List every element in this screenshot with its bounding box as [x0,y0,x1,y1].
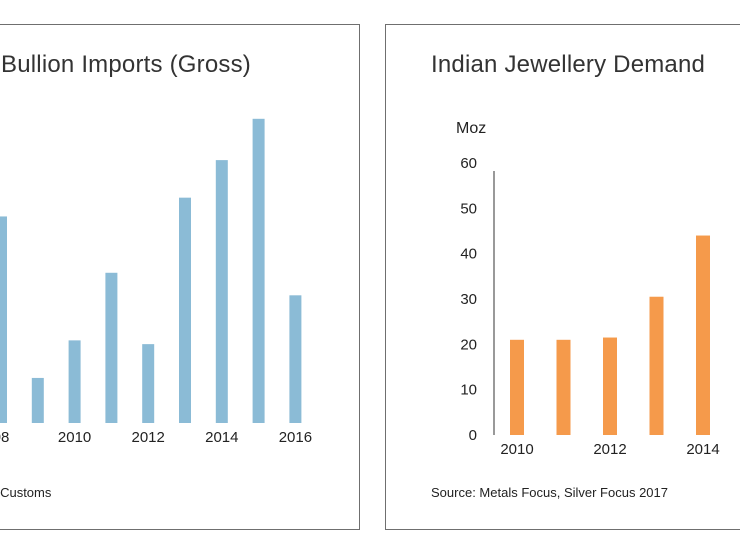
y-tick-label: 30 [460,291,477,308]
jewellery-demand-source: Source: Metals Focus, Silver Focus 2017 [431,485,668,500]
y-tick-label: 60 [460,155,477,172]
bar-2013 [179,197,191,423]
y-tick-label: 50 [460,200,477,217]
bar-2014 [215,160,228,423]
jewellery-demand-panel: Indian Jewellery Demand Moz 0 10 20 30 40 50 60… [385,24,740,530]
bar-2011 [556,339,571,435]
jewellery-demand-chart: Moz 0 10 20 30 40 50 60 2010 2012 2014 [456,120,720,458]
x-tick-label: 08 [0,429,9,446]
bar-2010 [68,340,81,423]
bullion-imports-chart: 08 2010 2012 2014 2016 [0,118,312,446]
x-tick-label: 2016 [279,429,312,446]
x-tick-label: 2012 [593,441,626,458]
y-tick-label: 0 [469,427,477,444]
bar-2012 [142,344,155,423]
jewellery-demand-title: Indian Jewellery Demand [431,51,706,78]
x-tick-label: 2014 [205,429,238,446]
bullion-imports-panel: Bullion Imports (Gross) 08 2010 2012 2014 20… [0,24,360,530]
y-axis-unit-label: Moz [456,120,486,137]
y-tick-label: 10 [460,382,477,399]
y-tick-label: 40 [460,246,477,263]
bar-2013 [649,296,664,435]
bar-2011 [105,272,118,423]
bullion-imports-source: an Customs [0,485,52,500]
bar-2015 [252,118,265,424]
bullion-imports-title: Bullion Imports (Gross) [1,51,251,78]
bar-2016 [289,295,302,423]
x-tick-label: 2014 [686,441,719,458]
y-tick-label: 20 [460,336,477,353]
x-tick-label: 2012 [132,429,165,446]
x-tick-label: 2010 [500,441,533,458]
bar-2010 [510,339,524,435]
bar-2012 [603,337,617,435]
x-tick-label: 2010 [58,429,91,446]
bar-2014 [696,235,710,435]
bar-2008 [0,216,7,423]
bar-2009 [31,377,44,423]
